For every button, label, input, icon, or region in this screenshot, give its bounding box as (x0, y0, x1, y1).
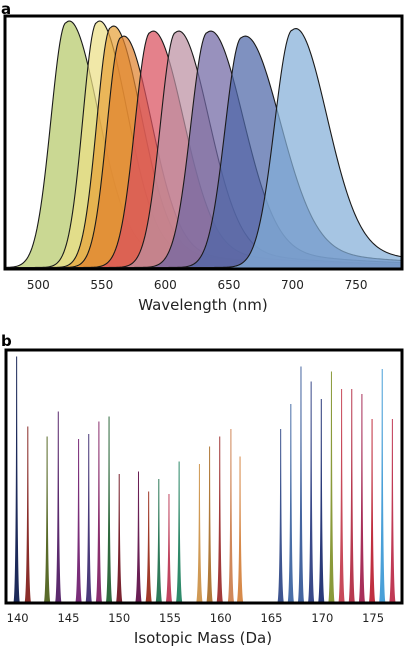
isotope-peak-20 (277, 429, 284, 602)
isotope-peak-26 (338, 389, 345, 602)
isotope-peak-3 (44, 436, 51, 602)
panel-b-x-ticks: 140 145 150 155 160 165 170 175 (7, 611, 384, 625)
isotope-peak-15 (196, 464, 203, 602)
isotope-peak-27 (348, 389, 355, 602)
spectrum-area-4 (6, 36, 401, 268)
isotope-peak-13 (165, 494, 172, 602)
isotope-peak-1 (13, 356, 20, 602)
isotope-peak-9 (116, 474, 123, 602)
panel-a-plot (6, 17, 401, 269)
panel-b-tick-label: 170 (311, 611, 333, 625)
spectrum-area-9 (6, 28, 401, 268)
isotope-peak-2 (24, 426, 31, 602)
panel-a-x-axis-title: Wavelength (nm) (138, 296, 268, 314)
panel-a-tick-label: 500 (27, 278, 50, 292)
panel-b-tick-label: 160 (210, 611, 232, 625)
panel-b-plot (13, 356, 396, 602)
isotope-peak-28 (358, 394, 365, 602)
panel-a-tick-label: 650 (217, 278, 240, 292)
panel-a-x-ticks: 500 550 600 650 700 750 (27, 278, 368, 292)
panel-a-frame (3, 14, 404, 271)
isotope-peak-7 (95, 421, 102, 602)
panel-b-tick-label: 155 (159, 611, 181, 625)
isotope-peak-5 (75, 439, 82, 602)
panel-a-tick-label: 550 (90, 278, 113, 292)
isotope-peak-22 (297, 366, 304, 602)
panel-a-tick-label: 750 (345, 278, 368, 292)
isotope-peak-31 (389, 419, 396, 602)
panel-letter-a: a (1, 0, 11, 18)
isotope-peak-21 (287, 404, 294, 602)
panel-letter-b: b (1, 332, 12, 350)
spectrum-area-7 (6, 31, 401, 268)
panel-b-tick-label: 145 (57, 611, 79, 625)
isotope-peak-6 (85, 434, 92, 602)
panel-b-x-axis-title: Isotopic Mass (Da) (134, 629, 272, 647)
isotope-peak-18 (227, 429, 234, 602)
panel-a-tick-label: 700 (281, 278, 304, 292)
isotope-peak-12 (155, 479, 162, 602)
panel-b-tick-label: 165 (261, 611, 283, 625)
isotope-peak-8 (106, 416, 113, 602)
isotope-peak-24 (318, 399, 325, 602)
isotope-peak-17 (216, 436, 223, 602)
panel-b-tick-label: 140 (7, 611, 29, 625)
isotope-peak-23 (308, 381, 315, 602)
isotope-peak-4 (55, 411, 62, 602)
isotope-peak-11 (145, 491, 152, 602)
panel-a-tick-label: 600 (154, 278, 177, 292)
isotope-peak-16 (206, 446, 213, 602)
isotope-peak-30 (379, 369, 386, 602)
panel-b-frame (4, 348, 404, 605)
isotope-peak-19 (237, 456, 244, 602)
panel-b-tick-label: 175 (362, 611, 384, 625)
isotope-peak-29 (369, 419, 376, 602)
isotope-peak-25 (328, 371, 335, 602)
isotope-peak-10 (135, 471, 142, 602)
isotope-peak-14 (176, 461, 183, 602)
panel-b-tick-label: 150 (108, 611, 130, 625)
